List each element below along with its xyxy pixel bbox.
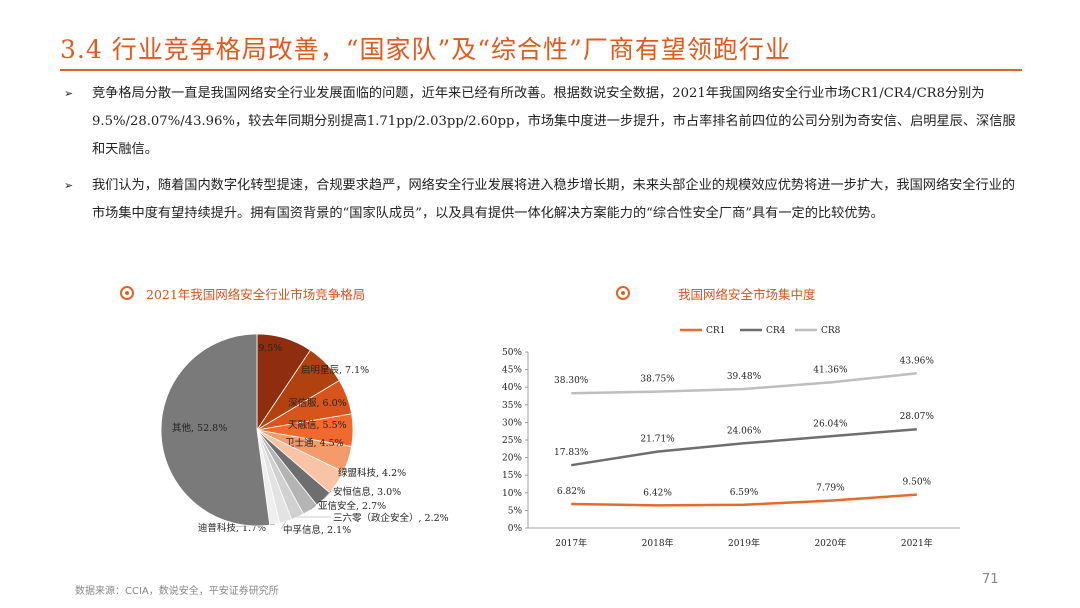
- x-tick-label: 2018年: [642, 537, 674, 549]
- title-divider: [60, 69, 1022, 71]
- data-label: 6.82%: [557, 487, 586, 497]
- y-tick-label: 50%: [502, 348, 522, 358]
- series-line: [571, 493, 917, 507]
- line-chart: 0% 5% 10% 15% 20% 25% 30% 35% 40% 45% 50% 2017年 2018…: [502, 326, 960, 549]
- bullet-text: 竞争格局分散一直是我国网络安全行业发展面临的问题，近年来已经有所改善。根据数说安…: [92, 86, 1016, 157]
- legend-label: CR1: [706, 326, 725, 336]
- series-line: [571, 372, 917, 395]
- y-tick-label: 15%: [502, 471, 522, 481]
- data-label: 43.96%: [900, 356, 935, 366]
- bullet-paragraph-2: ➢ 我们认为，随着国内数字化转型提速，合规要求趋严，网络安全行业发展将进入稳步增…: [64, 172, 1024, 228]
- x-tick-label: 2017年: [555, 537, 587, 549]
- legend-label: CR4: [766, 326, 786, 336]
- data-label: 39.48%: [727, 372, 762, 382]
- bullet-arrow-icon: ➢: [64, 179, 74, 192]
- pie-slice-label: 卫士通, 4.5%: [285, 437, 344, 449]
- bullet-arrow-icon: ➢: [64, 87, 74, 100]
- x-tick-label: 2020年: [814, 537, 846, 549]
- data-label: 24.06%: [727, 426, 762, 436]
- pie-slice-label: 安恒信息, 3.0%: [333, 486, 401, 498]
- pie-slice-label: 其他, 52.8%: [172, 422, 227, 434]
- y-tick-label: 30%: [502, 418, 522, 428]
- x-tick-label: 2021年: [901, 537, 933, 549]
- y-tick-label: 10%: [502, 489, 522, 499]
- bullet-text: 我们认为，随着国内数字化转型提速，合规要求趋严，网络安全行业发展将进入稳步增长期…: [92, 178, 1016, 221]
- pie-chart: 奇安信, 9.5%启明星辰, 7.1%深信服, 6.0%天融信, 5.5%卫士通…: [160, 333, 449, 536]
- y-tick-label: 35%: [502, 401, 522, 411]
- target-icon: [120, 286, 134, 300]
- data-source: 数据来源：CCIA，数说安全，平安证券研究所: [75, 586, 279, 597]
- data-label: 41.36%: [813, 365, 848, 375]
- y-tick-label: 40%: [502, 383, 522, 393]
- pie-chart-title: 2021年我国网络安全行业市场竞争格局: [146, 287, 366, 302]
- data-label: 6.59%: [730, 488, 759, 498]
- data-label: 26.04%: [813, 419, 848, 429]
- pie-leader-line: [323, 490, 332, 500]
- series-line: [571, 427, 917, 467]
- y-tick-label: 0%: [508, 524, 523, 534]
- pie-slice-label: 中孚信息, 2.1%: [283, 524, 351, 536]
- y-tick-label: 25%: [502, 436, 522, 446]
- data-label: 9.50%: [903, 478, 932, 488]
- y-tick-label: 5%: [508, 506, 523, 516]
- pie-leader-line: [280, 521, 286, 530]
- data-label: 28.07%: [900, 412, 935, 422]
- data-label: 21.71%: [640, 435, 675, 445]
- line-chart-title: 我国网络安全市场集中度: [678, 287, 816, 302]
- y-tick-label: 20%: [502, 454, 522, 464]
- pie-leader-line: [310, 504, 317, 511]
- pie-slice-label: 亚信安全, 2.7%: [318, 500, 386, 512]
- legend-label: CR8: [821, 326, 841, 336]
- page-title: 3.4 行业竞争格局改善，“国家队”及“综合性”厂商有望领跑行业: [60, 35, 791, 64]
- data-label: 17.83%: [554, 448, 589, 458]
- data-label: 38.75%: [640, 375, 675, 385]
- y-tick-label: 45%: [502, 366, 522, 376]
- pie-slice-label: 启明星辰, 7.1%: [301, 364, 369, 376]
- pie-slice-label: 天融信, 5.5%: [288, 419, 347, 431]
- pie-slice: [160, 333, 271, 527]
- page-number: 71: [982, 572, 999, 587]
- x-tick-label: 2019年: [728, 537, 760, 549]
- data-label: 38.30%: [554, 376, 589, 386]
- data-label: 6.42%: [643, 488, 672, 498]
- target-icon: [616, 286, 630, 300]
- pie-slice-label: 绿盟科技, 4.2%: [338, 467, 406, 479]
- pie-slice-label: 深信服, 6.0%: [288, 397, 347, 409]
- data-label: 7.79%: [816, 484, 845, 494]
- pie-slice-label: 三六零（政企安全）, 2.2%: [333, 512, 449, 524]
- bullet-paragraph-1: ➢ 竞争格局分散一直是我国网络安全行业发展面临的问题，近年来已经有所改善。根据数…: [64, 80, 1024, 164]
